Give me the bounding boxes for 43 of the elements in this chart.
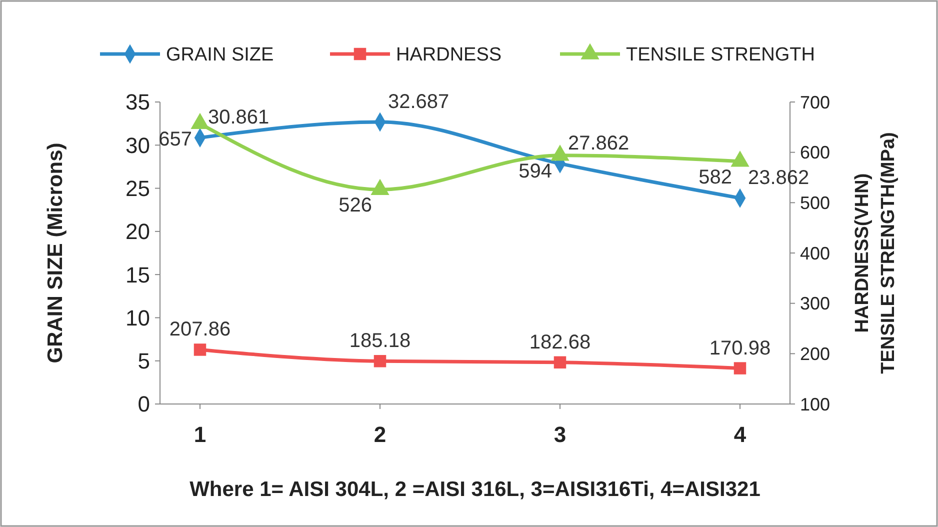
data-label: 170.98: [709, 337, 771, 360]
point: [190, 112, 210, 130]
y-tick-label: 20: [126, 219, 150, 244]
y-tick-label: 15: [126, 262, 150, 288]
point: [554, 356, 566, 369]
x-tick-label: 2: [374, 422, 386, 447]
data-label: 32.687: [388, 90, 450, 113]
y-tick-label: 5: [138, 348, 150, 374]
y2-tick-label: 300: [800, 294, 830, 314]
y2-tick-label: 500: [800, 192, 830, 213]
legend-label: HARDNESS: [396, 44, 502, 66]
y2-axis-title: HARDNESS(VHN) TENSILE STRENGTH(MPa): [852, 132, 899, 374]
y2-tick-label: 100: [800, 394, 830, 414]
point: [730, 150, 750, 167]
x-tick-label: 4: [734, 422, 747, 447]
data-label: 207.86: [169, 318, 231, 341]
data-label: 182.68: [529, 331, 591, 354]
y-axis-title: GRAIN SIZE (Microns): [44, 142, 67, 364]
x-tick-label: 3: [554, 422, 566, 447]
y-tick-label: 10: [126, 305, 150, 330]
data-label: 185.18: [349, 330, 411, 352]
y2-tick-label: 700: [800, 92, 830, 112]
legend-label: TENSILE STRENGTH: [626, 44, 815, 66]
data-label: 594: [518, 160, 552, 182]
y-tick-label: 0: [138, 392, 150, 417]
y-tick-label: 30: [126, 132, 150, 158]
data-label: 30.861: [208, 106, 270, 129]
legend-label: GRAIN SIZE: [166, 44, 274, 66]
point: [370, 178, 390, 195]
y-tick-label: 25: [126, 176, 150, 201]
point: [374, 355, 386, 368]
y2-tick-label: 200: [800, 344, 830, 364]
data-label: 27.862: [568, 132, 630, 155]
x-tick-label: 1: [194, 422, 206, 447]
point: [194, 344, 206, 356]
data-label: 526: [338, 194, 372, 217]
point: [734, 362, 746, 374]
y2-tick-label: 600: [800, 142, 830, 163]
point: [550, 144, 570, 161]
y2-tick-label: 400: [800, 243, 830, 264]
y-tick-label: 35: [126, 90, 150, 115]
x-axis-title: Where 1= AISI 304L, 2 =AISI 316L, 3=AISI316Ti, 4=AISI321: [190, 478, 761, 501]
data-label: 582: [698, 166, 732, 188]
